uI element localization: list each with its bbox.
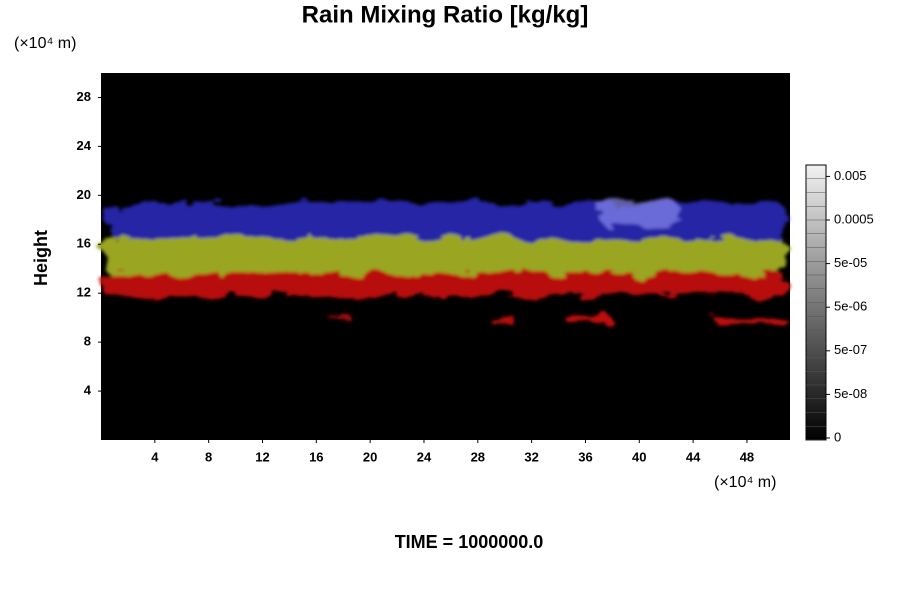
chart-title: Rain Mixing Ratio [kg/kg]: [302, 1, 589, 28]
x-tick-label: 8: [205, 449, 212, 464]
render: [102, 200, 788, 325]
red-spot: [565, 314, 610, 323]
x-tick-label: 16: [309, 449, 323, 464]
x-tick-label: 24: [417, 449, 432, 464]
blue-layer: [600, 200, 680, 228]
x-tick-label: 4: [151, 449, 159, 464]
y-tick-label: 4: [84, 383, 92, 398]
red-spot: [715, 317, 787, 325]
red-spot: [325, 311, 347, 317]
y-tick-label: 8: [84, 334, 91, 349]
x-tick-label: 48: [740, 449, 754, 464]
colorbar-tick-label: 5e-08: [834, 386, 867, 401]
y-tick-label: 28: [77, 89, 91, 104]
yellow-layer: [102, 238, 788, 274]
x-unit: (×10⁴ m): [714, 474, 776, 491]
y-unit: (×10⁴ m): [14, 35, 76, 52]
y-tick-label: 16: [77, 236, 91, 251]
x-tick-label: 36: [578, 449, 592, 464]
y-tick-label: 24: [77, 138, 92, 153]
x-tick-label: 32: [524, 449, 538, 464]
colorbar-tick-label: 5e-06: [834, 299, 867, 314]
blue-layer: [108, 203, 788, 239]
x-tick-label: 44: [686, 449, 701, 464]
x-tick-label: 40: [632, 449, 646, 464]
colorbar-tick-label: 5e-07: [834, 342, 867, 357]
y-axis-label: Height: [31, 230, 51, 286]
colorbar-tick-label: 5e-05: [834, 255, 867, 270]
colorbar-tick-label: 0.0005: [834, 211, 874, 226]
footer: TIME = 1000000.0: [395, 532, 544, 552]
colorbar-tick-label: 0.005: [834, 168, 867, 183]
y-tick-label: 20: [77, 187, 91, 202]
colorbar-tick-label: 0: [834, 429, 841, 444]
red-layer: [102, 274, 788, 296]
x-tick-label: 12: [255, 449, 269, 464]
x-tick-label: 28: [471, 449, 485, 464]
red-spot: [490, 316, 515, 323]
y-tick-label: 12: [77, 285, 91, 300]
x-tick-label: 20: [363, 449, 377, 464]
